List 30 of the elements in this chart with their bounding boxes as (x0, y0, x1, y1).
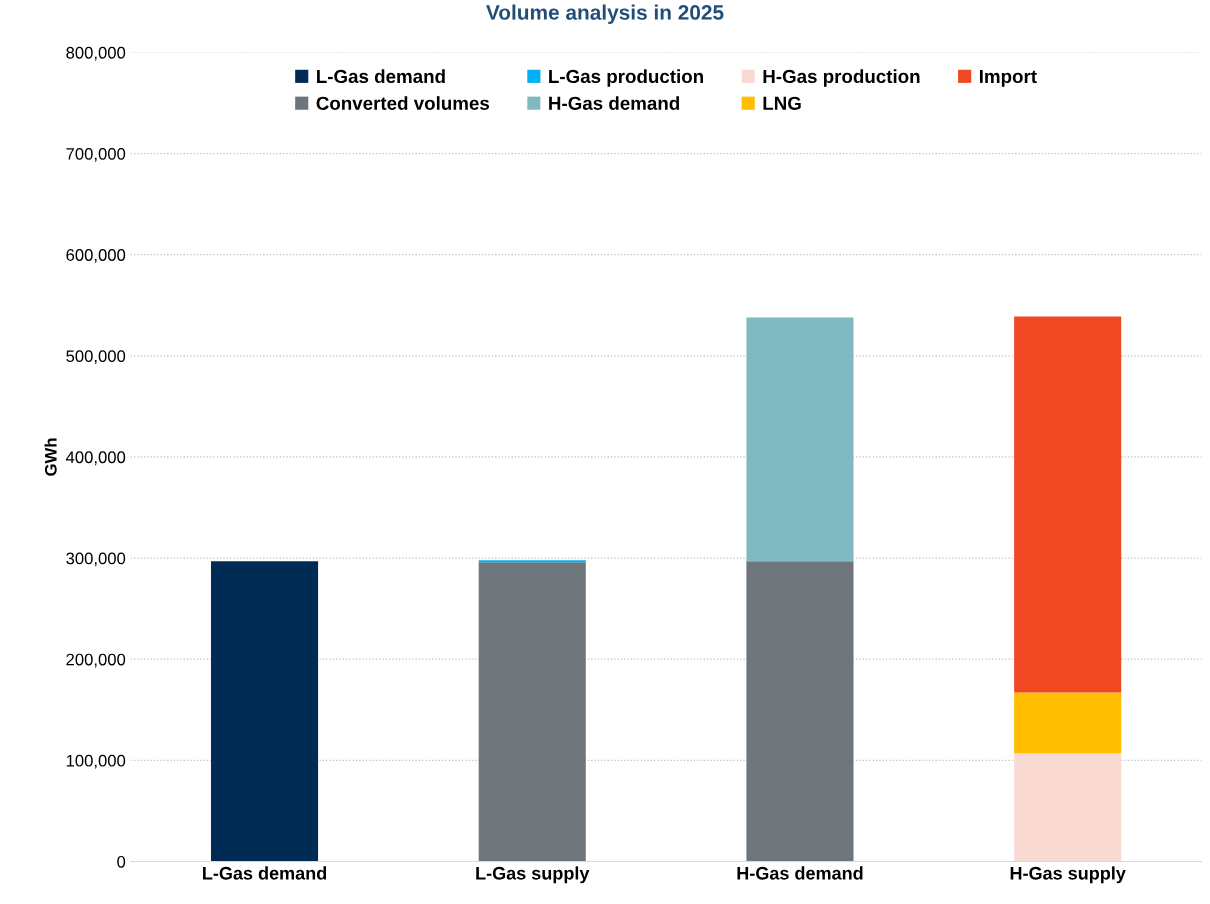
bar (478, 560, 586, 563)
legend-label: Import (979, 70, 1037, 87)
y-tick-label: 200,000 (66, 653, 126, 668)
x-tick-label: H-Gas demand (737, 866, 863, 880)
bar (210, 561, 319, 862)
bar (746, 561, 854, 862)
chart-title: Volume analysis in 2025 (486, 4, 724, 24)
y-tick-label: 700,000 (66, 147, 126, 162)
legend-label: Converted volumes (316, 96, 490, 110)
bar (746, 317, 854, 562)
bar (478, 562, 586, 862)
x-tick-label: L-Gas demand (203, 866, 327, 880)
legend-label: L-Gas demand (317, 69, 445, 84)
y-tick-label: 100,000 (66, 754, 126, 769)
legend-label: H-Gas demand (549, 96, 679, 110)
legend-label: LNG (763, 96, 801, 110)
y-tick-label: 500,000 (66, 350, 126, 365)
bar (1014, 753, 1122, 862)
y-tick-label: 800,000 (66, 46, 126, 61)
y-axis-title: GWh (44, 438, 57, 476)
legend-label: H-Gas production (763, 69, 920, 87)
y-tick-label: 300,000 (66, 552, 126, 567)
x-tick-label: H-Gas supply (1010, 866, 1126, 884)
bar (1014, 692, 1122, 754)
bar (1014, 316, 1122, 693)
y-tick-label: 0 (117, 855, 126, 868)
y-tick-label: 400,000 (65, 451, 126, 466)
x-tick-label: L-Gas supply (476, 866, 590, 884)
y-tick-label: 600,000 (66, 249, 126, 263)
legend-label: L-Gas production (549, 69, 703, 87)
